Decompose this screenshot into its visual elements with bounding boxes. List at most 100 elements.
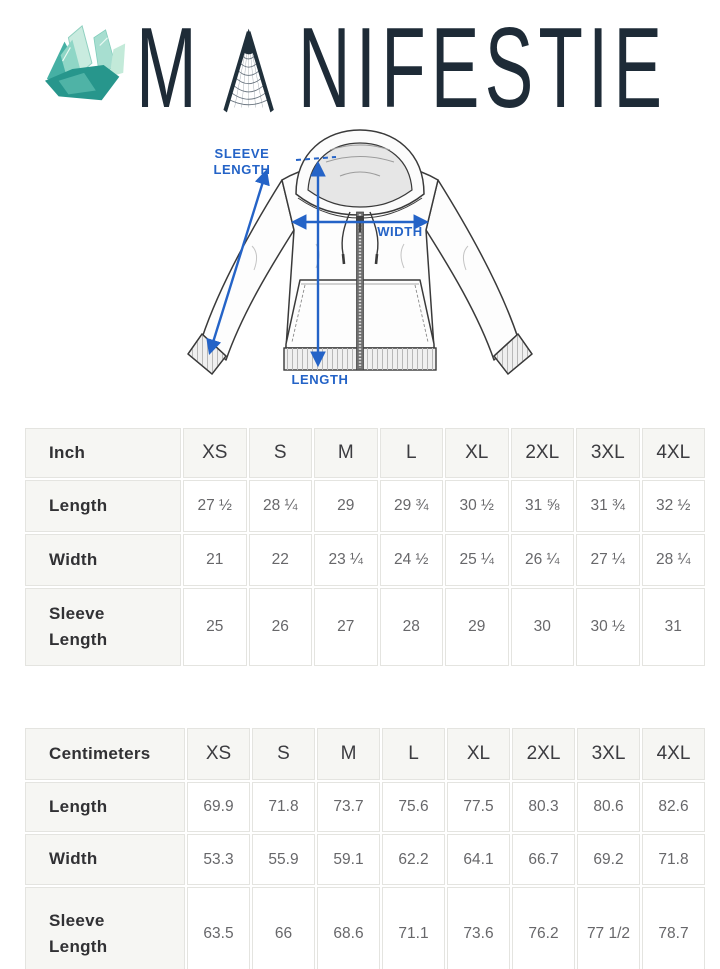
shoulder-dashed-line [295, 156, 337, 161]
size-value-cell: 66 [252, 887, 315, 969]
hood-lining-folds [325, 144, 395, 177]
crystal-icon [44, 25, 126, 101]
measurement-labels: SLEEVE LENGTH WIDTH LENGTH [213, 146, 422, 387]
size-value-cell: 30 [510, 588, 574, 666]
size-col-header-xs: XS [187, 728, 250, 780]
size-value-cell: 80.6 [577, 782, 640, 832]
size-value-cell: 29 [445, 588, 509, 666]
unit-label-cell: Inch [25, 428, 181, 478]
size-col-header-xl: XL [445, 428, 509, 478]
size-col-header-m: M [317, 728, 380, 780]
size-value-cell: 63.5 [187, 887, 250, 969]
size-col-header-3xl: 3XL [577, 728, 640, 780]
size-value-cell: 26 [248, 588, 312, 666]
size-col-header-s: S [248, 428, 312, 478]
size-value-cell: 71.8 [252, 782, 315, 832]
measurement-row-length: Length 69.9 71.8 73.7 75.6 77.5 80.3 80.… [25, 782, 705, 832]
size-value-cell: 59.1 [317, 834, 380, 885]
size-value-cell: 69.9 [187, 782, 250, 832]
size-value-cell: 31 [641, 588, 705, 666]
size-header-row: Centimeters XS S M L XL 2XL 3XL 4XL [25, 728, 705, 780]
size-value-cell: 71.1 [382, 887, 445, 969]
size-value-cell: 22 [248, 534, 312, 586]
size-table-centimeters: Centimeters XS S M L XL 2XL 3XL 4XL Leng… [23, 726, 707, 969]
measurement-row-sleeve-length: Sleeve Length 63.5 66 68.6 71.1 73.6 76.… [25, 887, 705, 969]
size-value-cell: 30 ½ [445, 480, 509, 532]
size-value-cell: 62.2 [382, 834, 445, 885]
size-value-cell: 30 ½ [576, 588, 640, 666]
sleeve-length-arrow [206, 169, 270, 355]
size-value-cell: 82.6 [642, 782, 705, 832]
size-value-cell: 29 ¾ [379, 480, 443, 532]
size-col-header-2xl: 2XL [510, 428, 574, 478]
size-value-cell: 77.5 [447, 782, 510, 832]
width-label: WIDTH [377, 224, 423, 239]
logo-text-prefix: M [136, 4, 202, 132]
size-value-cell: 28 [379, 588, 443, 666]
size-value-cell: 73.6 [447, 887, 510, 969]
size-value-cell: 78.7 [642, 887, 705, 969]
size-value-cell: 28 ¼ [248, 480, 312, 532]
size-header-row: Inch XS S M L XL 2XL 3XL 4XL [25, 428, 705, 478]
measurement-label-cell: Length [25, 480, 181, 532]
size-col-header-3xl: 3XL [576, 428, 640, 478]
size-value-cell: 68.6 [317, 887, 380, 969]
size-value-cell: 66.7 [512, 834, 575, 885]
size-value-cell: 31 ¾ [576, 480, 640, 532]
size-col-header-l: L [379, 428, 443, 478]
size-value-cell: 80.3 [512, 782, 575, 832]
zipper [356, 211, 364, 371]
size-value-cell: 28 ¼ [641, 534, 705, 586]
size-value-cell: 25 [183, 588, 247, 666]
size-value-cell: 24 ½ [379, 534, 443, 586]
brand-logo: M [0, 0, 720, 132]
size-value-cell: 76.2 [512, 887, 575, 969]
size-col-header-xl: XL [447, 728, 510, 780]
size-col-header-m: M [314, 428, 378, 478]
size-value-cell: 31 ⅝ [510, 480, 574, 532]
size-value-cell: 23 ¼ [314, 534, 378, 586]
size-value-cell: 27 ½ [183, 480, 247, 532]
size-value-cell: 71.8 [642, 834, 705, 885]
size-value-cell: 77 1/2 [577, 887, 640, 969]
measurement-label-cell: Sleeve Length [25, 588, 181, 666]
size-value-cell: 53.3 [187, 834, 250, 885]
size-col-header-4xl: 4XL [642, 728, 705, 780]
size-col-header-l: L [382, 728, 445, 780]
measurement-label-cell: Width [25, 534, 181, 586]
size-value-cell: 26 ¼ [510, 534, 574, 586]
size-value-cell: 69.2 [577, 834, 640, 885]
measurement-label-cell: Length [25, 782, 185, 832]
hoodie-illustration: SLEEVE LENGTH WIDTH LENGTH [187, 129, 533, 387]
measurement-row-sleeve-length: Sleeve Length 25 26 27 28 29 30 30 ½ 31 [25, 588, 705, 666]
size-value-cell: 55.9 [252, 834, 315, 885]
size-value-cell: 27 [314, 588, 378, 666]
size-value-cell: 21 [183, 534, 247, 586]
hood [295, 129, 425, 219]
sleeve-length-label-line1: SLEEVE [215, 146, 270, 161]
size-value-cell: 32 ½ [641, 480, 705, 532]
logo-wordmark: M [136, 4, 668, 132]
measurement-label-cell: Sleeve Length [25, 887, 185, 969]
length-label: LENGTH [291, 372, 348, 387]
logo-text-suffix: NIFESTIE [297, 4, 668, 132]
size-value-cell: 27 ¼ [576, 534, 640, 586]
size-col-header-4xl: 4XL [641, 428, 705, 478]
measurement-label-cell: Width [25, 834, 185, 885]
size-col-header-xs: XS [183, 428, 247, 478]
size-col-header-2xl: 2XL [512, 728, 575, 780]
logo-letter-a-icon [223, 28, 274, 113]
size-value-cell: 73.7 [317, 782, 380, 832]
size-value-cell: 29 [314, 480, 378, 532]
size-value-cell: 64.1 [447, 834, 510, 885]
hoodie-measurement-diagram: SLEEVE LENGTH WIDTH LENGTH [180, 118, 540, 418]
size-table-inch: Inch XS S M L XL 2XL 3XL 4XL Length 27 ½… [23, 426, 707, 668]
measurement-row-width: Width 21 22 23 ¼ 24 ½ 25 ¼ 26 ¼ 27 ¼ 28 … [25, 534, 705, 586]
measurement-arrows [206, 156, 430, 368]
size-value-cell: 75.6 [382, 782, 445, 832]
sleeve-length-label-line2: LENGTH [213, 162, 270, 177]
measurement-row-width: Width 53.3 55.9 59.1 62.2 64.1 66.7 69.2… [25, 834, 705, 885]
size-value-cell: 25 ¼ [445, 534, 509, 586]
unit-label-cell: Centimeters [25, 728, 185, 780]
